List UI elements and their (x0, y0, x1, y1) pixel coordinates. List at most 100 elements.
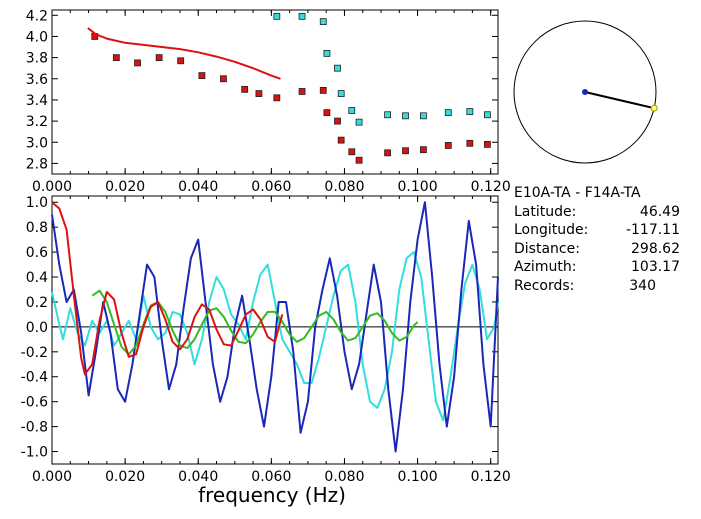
x-tick-label: 0.100 (398, 179, 438, 195)
point-red (273, 94, 281, 102)
y-tick-label: 4.0 (26, 29, 48, 45)
y-tick-label: 0.4 (26, 270, 48, 286)
x-tick-label: 0.000 (32, 179, 72, 195)
y-tick-label: 3.2 (26, 114, 48, 130)
y-tick-label: 1.0 (26, 195, 48, 211)
target-station-dot (650, 104, 658, 112)
point-red (134, 59, 141, 67)
y-tick-label: 3.6 (26, 72, 48, 88)
y-tick-label: -1.0 (21, 445, 48, 461)
y-tick-label: 3.4 (26, 93, 48, 109)
x-tick-label: 0.040 (178, 469, 218, 485)
point-cyan (420, 112, 427, 120)
info-value: -117.11 (625, 222, 680, 239)
info-label: Latitude: (514, 203, 577, 220)
point-red (402, 147, 409, 155)
station-info-panel: E10A-TA - F14A-TA Latitude: 46.49 Longit… (514, 184, 699, 296)
x-tick-label: 0.080 (324, 179, 364, 195)
info-label: Records: (514, 277, 575, 294)
point-cyan (323, 49, 331, 57)
point-cyan (319, 18, 327, 26)
info-label: Azimuth: (514, 259, 577, 276)
info-label: Longitude: (514, 222, 589, 239)
info-value: 46.49 (639, 203, 680, 220)
point-red (323, 109, 331, 117)
x-axis-title: frequency (Hz) (198, 483, 346, 507)
info-value: 103.17 (631, 259, 680, 276)
point-red (112, 54, 120, 62)
point-red (334, 117, 341, 125)
info-value: 340 (629, 277, 656, 294)
point-red (319, 87, 327, 94)
point-cyan (298, 12, 306, 20)
plot-frame (51, 9, 499, 175)
point-red (483, 140, 491, 148)
y-tick-label: 4.2 (26, 8, 48, 24)
plot-frame (51, 195, 499, 465)
info-label: Distance: (514, 240, 580, 257)
point-red (198, 72, 206, 79)
series-line-red (87, 27, 281, 80)
x-tick-label: 0.020 (105, 179, 145, 195)
y-tick-label: -0.6 (21, 395, 48, 411)
point-red (177, 57, 185, 65)
point-red (420, 146, 427, 154)
x-tick-label: 0.000 (32, 469, 72, 485)
azimuth-line (584, 91, 655, 110)
point-cyan (355, 118, 363, 126)
info-row-azimuth: Azimuth: 103.17 (514, 258, 699, 277)
y-tick-label: 0.0 (26, 320, 48, 336)
x-tick-label: 0.120 (471, 179, 511, 195)
azimuth-circle (513, 20, 657, 164)
y-tick-label: 2.8 (26, 156, 48, 172)
center-station-dot (582, 89, 588, 95)
point-red (241, 85, 249, 93)
point-cyan (466, 108, 474, 115)
x-tick-label: 0.100 (398, 469, 438, 485)
point-red (444, 142, 452, 149)
point-red (298, 88, 306, 95)
point-red (255, 90, 263, 97)
x-tick-label: 0.120 (471, 469, 511, 485)
info-row-records: Records: 340 (514, 277, 699, 296)
point-cyan (334, 64, 341, 72)
y-tick-label: 0.6 (26, 245, 48, 261)
point-red (384, 149, 391, 157)
y-tick-label: 0.2 (26, 295, 48, 311)
y-tick-label: -0.8 (21, 420, 48, 436)
x-tick-label: 0.060 (251, 179, 291, 195)
point-cyan (384, 111, 391, 119)
point-red (348, 148, 356, 156)
y-tick-label: -0.2 (21, 345, 48, 361)
y-tick-label: 3.0 (26, 135, 48, 151)
y-tick-label: -0.4 (21, 370, 48, 386)
point-cyan (483, 111, 491, 119)
y-tick-label: 0.8 (26, 220, 48, 236)
info-value: 298.62 (631, 240, 680, 257)
point-red (466, 139, 474, 147)
point-cyan (444, 109, 452, 117)
point-red (355, 156, 363, 164)
x-tick-label: 0.060 (251, 469, 291, 485)
point-cyan (348, 107, 356, 114)
x-tick-label: 0.080 (324, 469, 364, 485)
point-red (155, 54, 163, 62)
x-tick-label: 0.040 (178, 179, 218, 195)
dispersion-chart: 0.000 0.020 0.040 0.060 0.080 0.100 0.120 2.8 3.… (26, 8, 511, 195)
correlation-chart: 0.000 0.020 0.040 0.060 0.080 0.100 0.120 1.0 0.… (21, 195, 511, 485)
series-line-cyan (51, 251, 499, 422)
info-row-latitude: Latitude: 46.49 (514, 203, 699, 222)
point-cyan (273, 12, 281, 20)
info-row-longitude: Longitude: -117.11 (514, 221, 699, 240)
point-cyan (337, 90, 345, 97)
series-line-red (51, 201, 284, 376)
point-red (337, 136, 345, 144)
y-tick-label: 3.8 (26, 51, 48, 67)
point-cyan (402, 112, 409, 120)
azimuth-diagram (513, 20, 658, 164)
x-tick-label: 0.020 (105, 469, 145, 485)
point-red (220, 75, 227, 83)
station-pair: E10A-TA - F14A-TA (514, 185, 641, 201)
info-row-distance: Distance: 298.62 (514, 240, 699, 259)
